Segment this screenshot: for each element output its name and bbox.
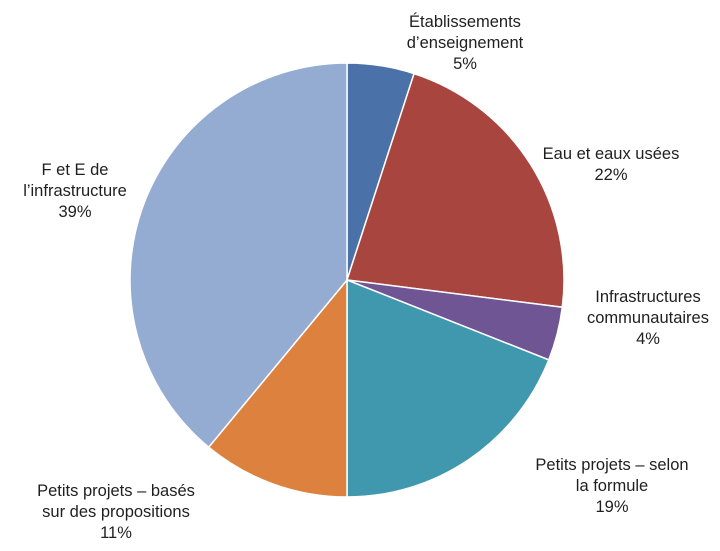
slice-petits-projets-formule: [346, 278, 550, 498]
label-etablissements: Établissements d’enseignement 5%: [406, 13, 524, 73]
slice-petits-projets-propositions: [207, 277, 348, 498]
label-fe-infrastructure: F et E de l’infrastructure 39%: [23, 161, 127, 221]
label-petits-projets-formule: Petits projets – selon la formule 19%: [535, 456, 689, 516]
slice-eau: [346, 72, 565, 309]
label-petits-projets-propositions: Petits projets – basés sur des propositi…: [37, 482, 195, 542]
slice-fe-infrastructure: [129, 62, 348, 449]
label-eau: Eau et eaux usées 22%: [542, 145, 680, 184]
label-infrastructures-communautaires: Infrastructures communautaires 4%: [587, 288, 709, 348]
